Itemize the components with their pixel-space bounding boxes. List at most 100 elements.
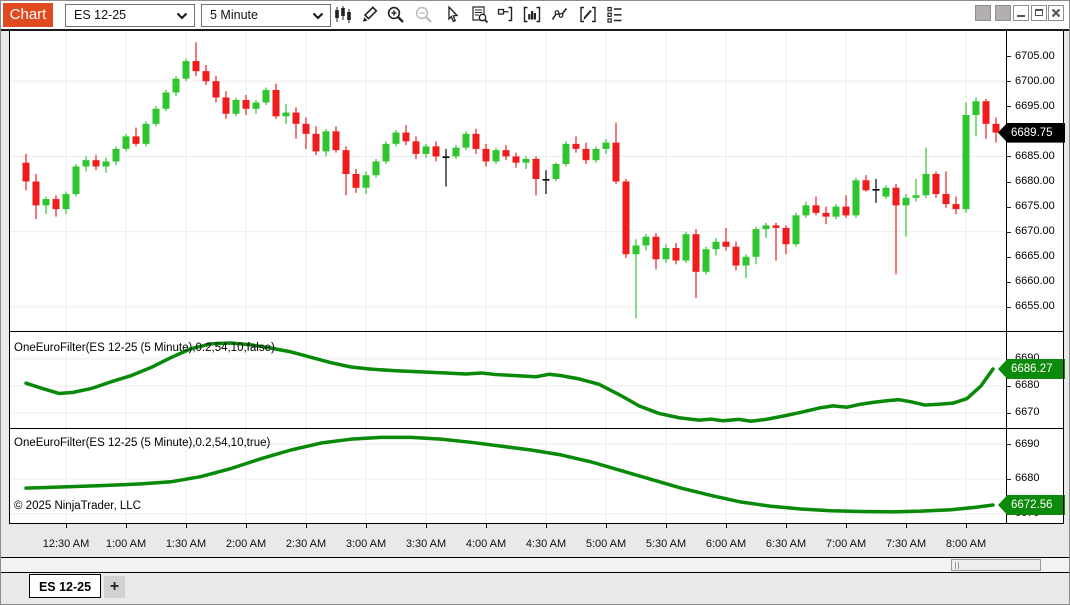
close-button[interactable] <box>1048 5 1064 21</box>
candle <box>22 162 30 182</box>
chart-style-icon[interactable] <box>333 5 353 25</box>
candle <box>412 141 420 154</box>
candle <box>342 150 350 174</box>
price-tick-label: 6670 <box>1015 406 1040 419</box>
price-tick <box>1007 181 1011 183</box>
chart-trader-icon[interactable] <box>496 5 516 25</box>
candle <box>102 161 110 167</box>
minimize-icon <box>1017 15 1025 17</box>
candle <box>492 150 500 162</box>
minimize-button[interactable] <box>1013 5 1029 21</box>
price-tick <box>1007 412 1011 414</box>
candle <box>272 89 280 117</box>
candle <box>62 194 70 210</box>
price-tick-label: 6685.00 <box>1015 149 1055 162</box>
candle <box>242 99 250 109</box>
price-tick <box>1007 306 1011 308</box>
chart-plot-area[interactable] <box>9 31 1006 523</box>
candle <box>472 133 480 149</box>
candle <box>52 199 60 210</box>
candle <box>562 143 570 164</box>
zoom-in-icon[interactable] <box>386 5 406 25</box>
candle <box>212 81 220 98</box>
horizontal-scrollbar[interactable] <box>1 558 1069 572</box>
time-tick-label: 5:30 AM <box>645 538 687 550</box>
candle <box>292 112 300 124</box>
price-tick <box>1007 281 1011 283</box>
candle <box>792 215 800 245</box>
indicators-icon[interactable] <box>550 5 570 25</box>
price-tick-label: 6670.00 <box>1015 225 1055 238</box>
candle <box>72 166 80 195</box>
thumb-grip <box>958 562 959 569</box>
time-tick-label: 6:00 AM <box>705 538 747 550</box>
time-tick <box>126 523 127 528</box>
price-axis[interactable]: 6705.00 6700.00 6695.00 6685.00 6680.00 6675.… <box>998 31 1065 523</box>
candle <box>542 178 550 181</box>
link-button[interactable] <box>975 5 991 21</box>
time-tick <box>846 523 847 528</box>
interval-dropdown[interactable]: 5 Minute <box>201 4 331 27</box>
candle <box>812 205 820 213</box>
candle <box>392 132 400 144</box>
instrument-dropdown[interactable]: ES 12-25 <box>65 4 195 27</box>
time-tick-label: 3:00 AM <box>345 538 387 550</box>
candle <box>502 150 510 157</box>
chevron-down-icon <box>176 12 188 20</box>
candle <box>32 181 40 206</box>
restore-button[interactable] <box>1031 5 1047 21</box>
candle <box>522 158 530 163</box>
candle <box>602 142 610 149</box>
time-tick-label: 7:30 AM <box>885 538 927 550</box>
panel-separator-1[interactable] <box>9 331 1064 332</box>
candle <box>732 246 740 266</box>
candle <box>302 123 310 134</box>
candle <box>532 158 540 179</box>
candle <box>172 78 180 93</box>
add-tab-button[interactable]: + <box>104 576 125 598</box>
candle <box>122 136 130 149</box>
panel-separator-2[interactable] <box>9 428 1064 429</box>
zoom-out-icon <box>414 5 434 25</box>
tab-es-12-25[interactable]: ES 12-25 <box>29 574 101 598</box>
restore-icon <box>1035 9 1043 16</box>
candle <box>842 206 850 216</box>
candle <box>142 123 150 144</box>
time-tick-label: 4:30 AM <box>525 538 567 550</box>
time-tick <box>366 523 367 528</box>
scrollbar-thumb[interactable] <box>951 559 1041 571</box>
candle <box>232 99 240 114</box>
candle <box>942 194 950 205</box>
strategies-icon[interactable] <box>578 5 598 25</box>
price-tick-label: 6680 <box>1015 472 1040 485</box>
data-box-icon[interactable] <box>470 5 490 25</box>
titlebar: Chart ES 12-25 5 Minute <box>1 1 1069 29</box>
candle <box>222 97 230 114</box>
candle <box>92 160 100 167</box>
time-tick-label: 6:30 AM <box>765 538 807 550</box>
candle <box>652 236 660 260</box>
pin-button[interactable] <box>995 5 1011 21</box>
time-tick-label: 1:30 AM <box>165 538 207 550</box>
drawing-tools-icon[interactable] <box>360 5 380 25</box>
properties-icon[interactable] <box>605 5 625 25</box>
candle <box>662 247 670 260</box>
price-tick-label: 6680.00 <box>1015 175 1055 187</box>
data-series-icon[interactable] <box>522 5 542 25</box>
chevron-down-icon <box>312 12 324 20</box>
tab-bar: ES 12-25 + <box>1 573 1069 604</box>
time-tick-label: 7:00 AM <box>825 538 867 550</box>
time-tick <box>786 523 787 528</box>
time-tick-label: 4:00 AM <box>465 538 507 550</box>
candle <box>782 227 790 245</box>
tabbar-top-border <box>1 572 1069 573</box>
cursor-icon[interactable] <box>443 5 463 25</box>
price-tick <box>1007 106 1011 108</box>
chart-app-tab[interactable]: Chart <box>3 3 53 27</box>
candle <box>462 133 470 148</box>
indicator-label-oneeuro-true: OneEuroFilter(ES 12-25 (5 Minute),0.2,54… <box>14 437 271 449</box>
time-tick-label: 8:00 AM <box>945 538 987 550</box>
indicator-line <box>24 435 995 514</box>
scrollbar-top-border <box>1 557 1069 558</box>
